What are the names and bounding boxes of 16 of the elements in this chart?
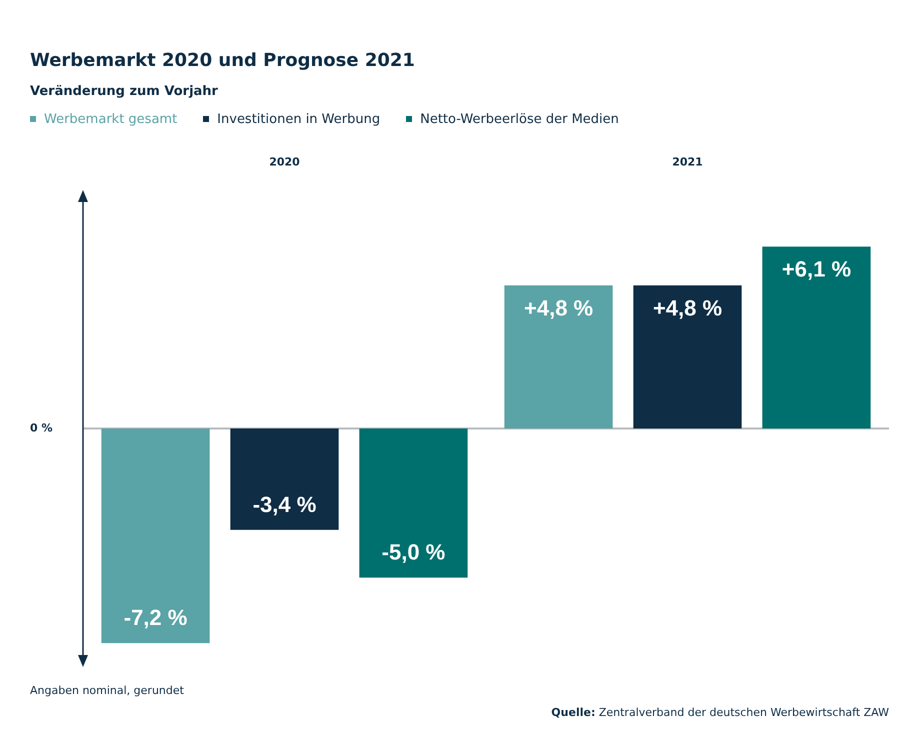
legend-label: Werbemarkt gesamt [44,112,178,127]
data-label: -3,4 % [252,492,316,517]
source-note: Quelle: Zentralverband der deutschen Werbewirtschaft ZAW [551,706,889,719]
text: Angaben nominal, gerundet [30,684,184,697]
legend-label: Netto-Werbeerlöse der Medien [420,112,619,127]
data-label: -7,2 % [124,605,188,630]
data-label: +6,1 % [782,256,852,282]
data-label: +4,8 % [524,295,594,320]
x-tick-label: 2021 [672,155,703,168]
data-label: -5,0 % [382,540,446,565]
legend-label: Investitionen in Werbung [217,112,380,127]
ref-line-label: 0 % [30,421,53,434]
data-label: +4,8 % [652,295,722,320]
x-tick-label: 2020 [269,155,300,168]
chart-subtitle: Veränderung zum Vorjahr [30,84,218,99]
chart-title: Werbemarkt 2020 und Prognose 2021 [30,50,415,71]
